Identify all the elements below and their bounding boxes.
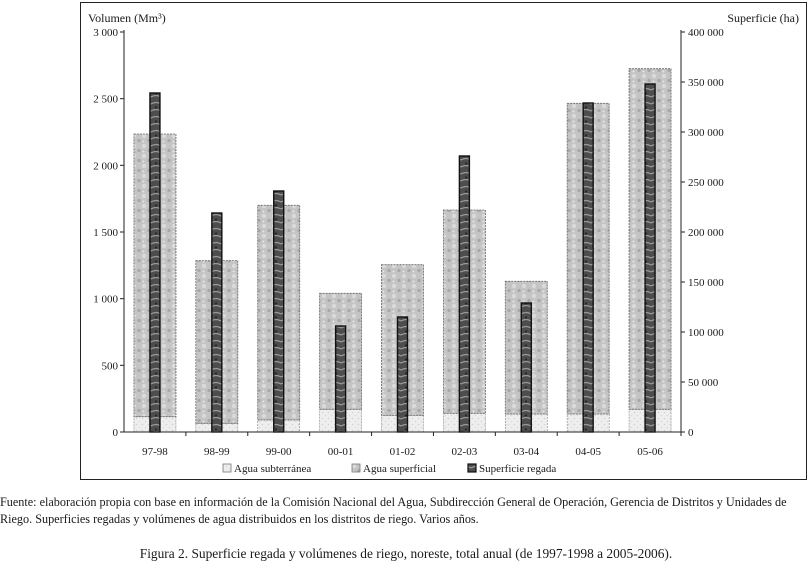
bar-regada-03-04 [520, 302, 532, 433]
legend: Agua subterránea Agua superficial Superf… [222, 463, 556, 475]
bar-regada-04-05 [582, 102, 594, 433]
bar-regada-99-00 [273, 190, 285, 433]
x-tick-label: 01-02 [390, 446, 416, 458]
y2-tick-label: 0 [688, 427, 694, 439]
x-tick-label: 97-98 [142, 446, 168, 458]
x-tick-label: 00-01 [328, 446, 354, 458]
x-ticks: 97-98 98-99 99-00 00-01 01-02 02-03 03-04 04-05… [142, 432, 682, 458]
y2-tick-label: 300 000 [688, 127, 724, 139]
y2-tick-label: 150 000 [688, 277, 724, 289]
bar-regada-97-98 [149, 92, 161, 433]
legend-label-regada: Superficie regada [479, 463, 556, 475]
y2-tick-label: 350 000 [688, 77, 724, 89]
y2-tick-label: 50 000 [688, 377, 719, 389]
x-tick-label: 04-05 [575, 446, 601, 458]
bar-regada-98-99 [211, 212, 223, 433]
y-tick-label: 0 [113, 427, 119, 439]
y2-tick-label: 100 000 [688, 327, 724, 339]
bar-regada-05-06 [644, 83, 656, 433]
x-tick-label: 03-04 [513, 446, 539, 458]
chart: Volumen (Mm³) Superficie (ha) 0 500 1 000 1… [88, 11, 799, 475]
bar-regada-02-03 [458, 155, 471, 433]
legend-label-subterranea: Agua subterránea [234, 463, 311, 475]
x-tick-label: 05-06 [637, 446, 663, 458]
bar-regada-00-01 [334, 325, 347, 433]
y-tick-label: 1 000 [93, 294, 118, 306]
y-tick-label: 2 000 [93, 160, 118, 172]
y2-ticks: 0 50 000 100 000 150 000 200 000 250 000 300 0… [681, 27, 724, 439]
x-tick-label: 98-99 [204, 446, 230, 458]
y-tick-label: 1 500 [93, 227, 118, 239]
legend-label-superficial: Agua superficial [363, 463, 436, 475]
y-axis-label: Volumen (Mm³) [88, 11, 166, 25]
chart-frame: Volumen (Mm³) Superficie (ha) 0 500 1 000 1… [80, 2, 807, 480]
figure-caption: Figura 2. Superficie regada y volúmenes … [139, 546, 673, 561]
legend-swatch-superficial [351, 463, 361, 473]
y2-tick-label: 400 000 [688, 27, 724, 39]
bar-regada-01-02 [396, 316, 409, 433]
y2-axis-label: Superficie (ha) [727, 11, 799, 25]
x-tick-label: 99-00 [266, 446, 292, 458]
legend-swatch-subterranea [222, 463, 232, 473]
y-tick-label: 500 [102, 360, 119, 372]
source-note: Fuente: elaboración propia con base en i… [0, 495, 787, 526]
y-tick-label: 3 000 [93, 27, 118, 39]
y-tick-label: 2 500 [93, 94, 118, 106]
bars [133, 68, 672, 433]
x-tick-label: 02-03 [452, 446, 478, 458]
y2-tick-label: 200 000 [688, 227, 724, 239]
legend-swatch-regada [467, 463, 477, 473]
y2-tick-label: 250 000 [688, 177, 724, 189]
y-ticks: 0 500 1 000 1 500 2 000 2 500 3 000 [93, 27, 124, 439]
